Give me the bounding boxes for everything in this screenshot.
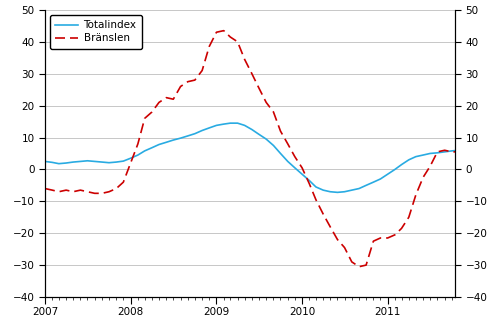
Line: Bränslen: Bränslen [45,31,500,267]
Line: Totalindex: Totalindex [45,123,500,192]
Legend: Totalindex, Bränslen: Totalindex, Bränslen [50,15,142,49]
